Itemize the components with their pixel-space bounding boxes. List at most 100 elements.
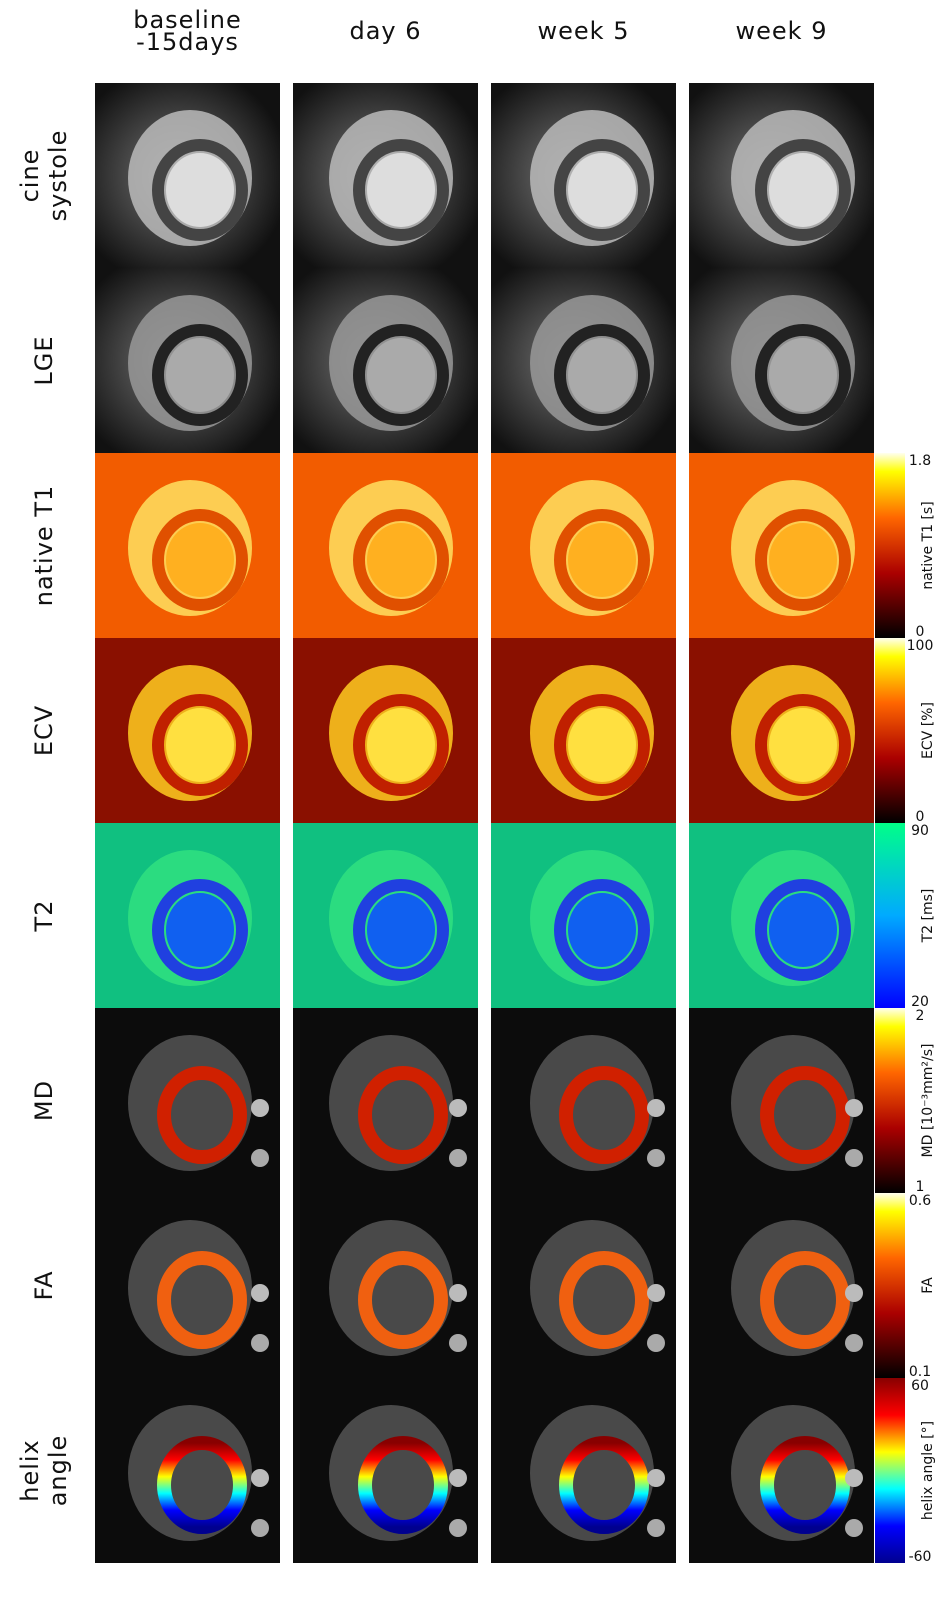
- vessel: [251, 1149, 269, 1167]
- image-panel: [95, 1008, 280, 1193]
- image-panel: [689, 453, 874, 638]
- image-panel: [689, 638, 874, 823]
- image-panel: [95, 83, 280, 268]
- blood-pool: [367, 523, 435, 597]
- image-panel: [293, 453, 478, 638]
- vessel: [647, 1284, 665, 1302]
- row-label: systole: [44, 130, 72, 222]
- row-label: native T1: [30, 485, 58, 607]
- vessel: [449, 1334, 467, 1352]
- row-label: MD: [30, 1080, 58, 1121]
- image-panel: [491, 453, 676, 638]
- image-panel: [293, 268, 478, 453]
- colorbar-title: ECV [%]: [920, 702, 936, 759]
- colorbar-title: MD [10⁻³mm²/s]: [920, 1044, 936, 1158]
- image-panel: [95, 453, 280, 638]
- column-header: -15days: [136, 28, 239, 56]
- vessel: [449, 1519, 467, 1537]
- blood-pool: [367, 893, 435, 967]
- vessel: [449, 1149, 467, 1167]
- blood-pool: [769, 893, 837, 967]
- column-header: week 9: [736, 17, 828, 45]
- blood-pool: [367, 708, 435, 782]
- vessel: [251, 1099, 269, 1117]
- colorbar-title: native T1 [s]: [920, 501, 936, 589]
- colorbar-max: 100: [907, 638, 934, 654]
- image-panel: [95, 823, 280, 1008]
- image-panel: [293, 1193, 478, 1378]
- blood-pool: [367, 153, 435, 227]
- vessel: [647, 1099, 665, 1117]
- blood-pool: [166, 153, 234, 227]
- colorbar-max: 1.8: [909, 453, 931, 469]
- image-panel: [689, 1008, 874, 1193]
- blood-pool: [568, 523, 636, 597]
- colorbar: [875, 1378, 905, 1563]
- row-label: angle: [44, 1435, 72, 1507]
- vessel: [845, 1284, 863, 1302]
- vessel: [647, 1469, 665, 1487]
- colorbar-max: 2: [916, 1008, 925, 1024]
- blood-pool: [769, 153, 837, 227]
- column-header: week 5: [538, 17, 630, 45]
- blood-pool: [769, 523, 837, 597]
- image-panel: [293, 1008, 478, 1193]
- blood-pool: [166, 338, 234, 412]
- image-panel: [293, 83, 478, 268]
- blood-pool: [166, 893, 234, 967]
- colorbar: [875, 453, 905, 638]
- blood-pool: [367, 338, 435, 412]
- vessel: [647, 1149, 665, 1167]
- vessel: [647, 1334, 665, 1352]
- image-panel: [95, 268, 280, 453]
- row-label: helix: [16, 1439, 44, 1502]
- blood-pool: [769, 708, 837, 782]
- blood-pool: [769, 338, 837, 412]
- vessel: [845, 1149, 863, 1167]
- colorbar-max: 0.6: [909, 1193, 931, 1209]
- vessel: [845, 1519, 863, 1537]
- image-panel: [689, 1193, 874, 1378]
- image-panel: [293, 638, 478, 823]
- colorbar-min: -60: [909, 1549, 932, 1565]
- vessel: [845, 1469, 863, 1487]
- image-panel: [293, 1378, 478, 1563]
- vessel: [845, 1099, 863, 1117]
- image-panel: [491, 83, 676, 268]
- image-panel: [689, 83, 874, 268]
- blood-pool: [166, 708, 234, 782]
- blood-pool: [166, 523, 234, 597]
- figure: baseline-15daysday 6week 5week 9cinesyst…: [0, 0, 945, 1603]
- vessel: [251, 1284, 269, 1302]
- image-panel: [491, 1378, 676, 1563]
- image-panel: [689, 268, 874, 453]
- colorbar-title: T2 [ms]: [920, 889, 936, 944]
- vessel: [449, 1469, 467, 1487]
- column-header: day 6: [349, 17, 421, 45]
- row-label: ECV: [30, 705, 58, 756]
- colorbar-max: 90: [911, 823, 929, 839]
- blood-pool: [568, 338, 636, 412]
- image-panel: [293, 823, 478, 1008]
- colorbar: [875, 1008, 905, 1193]
- vessel: [251, 1519, 269, 1537]
- vessel: [449, 1284, 467, 1302]
- image-panel: [491, 1008, 676, 1193]
- vessel: [251, 1334, 269, 1352]
- colorbar: [875, 823, 905, 1008]
- image-panel: [95, 638, 280, 823]
- blood-pool: [568, 153, 636, 227]
- row-label: FA: [30, 1270, 58, 1300]
- colorbar-title: FA: [920, 1277, 936, 1294]
- colorbar-title: helix angle [°]: [920, 1421, 936, 1520]
- vessel: [449, 1099, 467, 1117]
- image-panel: [491, 823, 676, 1008]
- image-panel: [491, 268, 676, 453]
- image-panel: [689, 823, 874, 1008]
- blood-pool: [568, 708, 636, 782]
- blood-pool: [568, 893, 636, 967]
- image-panel: [95, 1378, 280, 1563]
- row-label: LGE: [30, 335, 58, 385]
- colorbar: [875, 638, 905, 823]
- image-panel: [491, 1193, 676, 1378]
